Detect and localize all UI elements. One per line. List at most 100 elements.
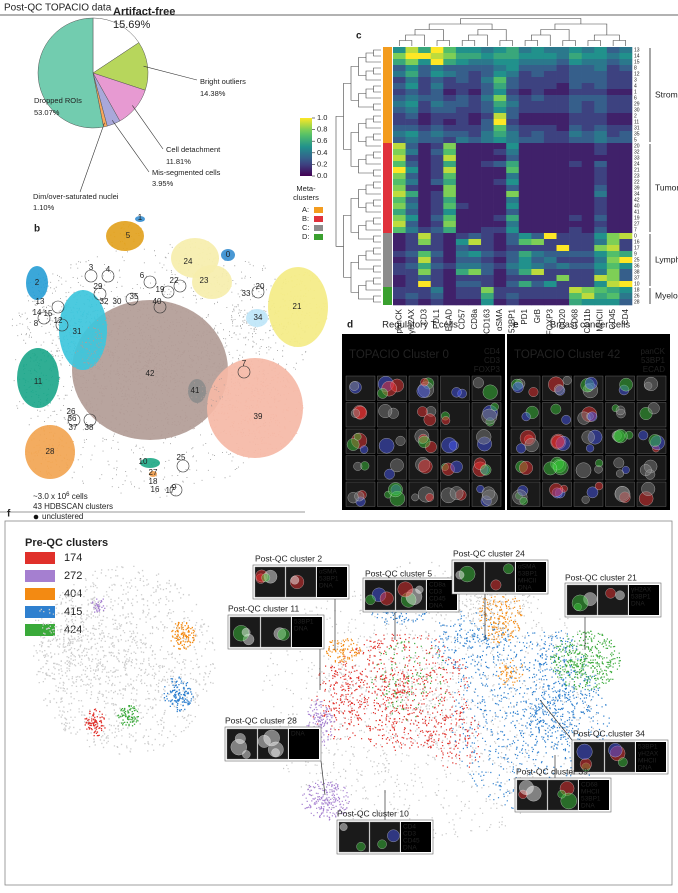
- heatmap-cell: [468, 293, 482, 300]
- heatmap-cell: [418, 239, 432, 246]
- heatmap-cell: [481, 53, 494, 60]
- heatmap-cell: [405, 53, 419, 60]
- cell-signal: [397, 581, 414, 598]
- heatmap-cell: [594, 119, 608, 126]
- heatmap-cell: [405, 119, 419, 126]
- heatmap-cell: [468, 83, 482, 90]
- heatmap-cell: [594, 65, 608, 72]
- heatmap-cell: [594, 227, 608, 234]
- row-label: 1: [634, 89, 637, 95]
- image-tile: [369, 821, 401, 853]
- dendrogram: [524, 40, 538, 46]
- cell-signal: [647, 402, 660, 415]
- heatmap-cell: [606, 59, 620, 66]
- channel-label: CD68: [581, 782, 598, 789]
- heatmap-cell: [393, 263, 406, 270]
- cluster-label: 18: [149, 477, 158, 486]
- heatmap-cell: [393, 269, 406, 276]
- heatmap-cell: [581, 191, 595, 198]
- heatmap-cell: [619, 167, 633, 174]
- heatmap-cell: [430, 173, 444, 180]
- heatmap-cell: [393, 155, 406, 162]
- heatmap-cell: [543, 107, 557, 114]
- cell-signal: [395, 435, 406, 446]
- heatmap-cell: [493, 77, 507, 84]
- cluster-outline: [67, 413, 81, 427]
- cell-signal: [441, 416, 451, 425]
- dendrogram: [373, 151, 381, 159]
- cell-signal: [512, 381, 524, 393]
- heatmap-cell: [455, 125, 469, 132]
- slice-name: Dropped ROIs: [34, 96, 82, 105]
- cell-signal: [451, 387, 462, 398]
- heatmap-cell: [531, 119, 545, 126]
- post-qc-404: [479, 587, 523, 644]
- channel-label: CD4: [484, 347, 501, 356]
- column-label: CD4: [621, 308, 630, 325]
- heatmap-cell: [430, 47, 444, 54]
- heatmap-cell: [518, 173, 532, 180]
- heatmap-cell: [493, 119, 507, 126]
- heatmap-cell: [581, 275, 595, 282]
- heatmap-cell: [606, 203, 620, 210]
- heatmap-cell: [455, 233, 469, 240]
- heatmap-cell: [543, 155, 557, 162]
- dendrogram: [350, 66, 359, 101]
- heatmap-cell: [481, 179, 494, 186]
- figure-title: Post-QC TOPACIO data: [4, 3, 112, 14]
- heatmap-cell: [619, 77, 633, 84]
- heatmap-cell: [581, 71, 595, 78]
- row-label: 8: [634, 65, 637, 71]
- heatmap-cell: [405, 233, 419, 240]
- heatmap-cell: [581, 233, 595, 240]
- heatmap-cell: [556, 47, 570, 54]
- heatmap-cell: [543, 233, 557, 240]
- heatmap-cell: [581, 185, 595, 192]
- heatmap-cell: [393, 245, 406, 252]
- cell-signal: [255, 569, 268, 583]
- heatmap-cell: [481, 167, 494, 174]
- heatmap-cell: [581, 281, 595, 288]
- row-label: 42: [634, 197, 640, 203]
- heatmap-cell: [594, 263, 608, 270]
- colorbar-label: 0.4: [317, 148, 327, 157]
- heatmap-cell: [443, 251, 457, 258]
- heatmap-cell: [506, 137, 520, 144]
- heatmap-cell: [405, 143, 419, 150]
- heatmap-cell: [543, 137, 557, 144]
- cluster-blob: [149, 471, 157, 477]
- cell-signal: [417, 486, 434, 503]
- heatmap-cell: [443, 47, 457, 54]
- colorbar: [300, 118, 312, 176]
- heatmap-cell: [455, 65, 469, 72]
- cluster-outline: [237, 365, 251, 379]
- heatmap-cell: [393, 275, 406, 282]
- heatmap-cell: [619, 101, 633, 108]
- heatmap-cell: [569, 287, 582, 294]
- heatmap-cell: [506, 185, 520, 192]
- heatmap-cell: [430, 113, 444, 120]
- cell-signal: [480, 495, 492, 507]
- heatmap-cell: [619, 239, 633, 246]
- cell-signal: [350, 408, 360, 418]
- legend-label: 415: [64, 606, 82, 618]
- heatmap-cell: [606, 287, 620, 294]
- heatmap-cell: [569, 251, 582, 258]
- heatmap-cell: [569, 125, 582, 132]
- heatmap-cell: [418, 233, 432, 240]
- heatmap-cell: [569, 167, 582, 174]
- heatmap-cell: [531, 101, 545, 108]
- heatmap-cell: [430, 251, 444, 258]
- cluster-outline: [84, 269, 98, 283]
- cluster-label: 41: [191, 386, 200, 395]
- heatmap-cell: [443, 137, 457, 144]
- cell-signal: [263, 569, 278, 584]
- heatmap-cell: [518, 269, 532, 276]
- metacluster-strip: [383, 287, 392, 305]
- heatmap-cell: [594, 209, 608, 216]
- cell-signal: [587, 429, 603, 445]
- heatmap-cell: [393, 185, 406, 192]
- heatmap-cell: [418, 263, 432, 270]
- heatmap-cell: [443, 155, 457, 162]
- heatmap-cell: [455, 251, 469, 258]
